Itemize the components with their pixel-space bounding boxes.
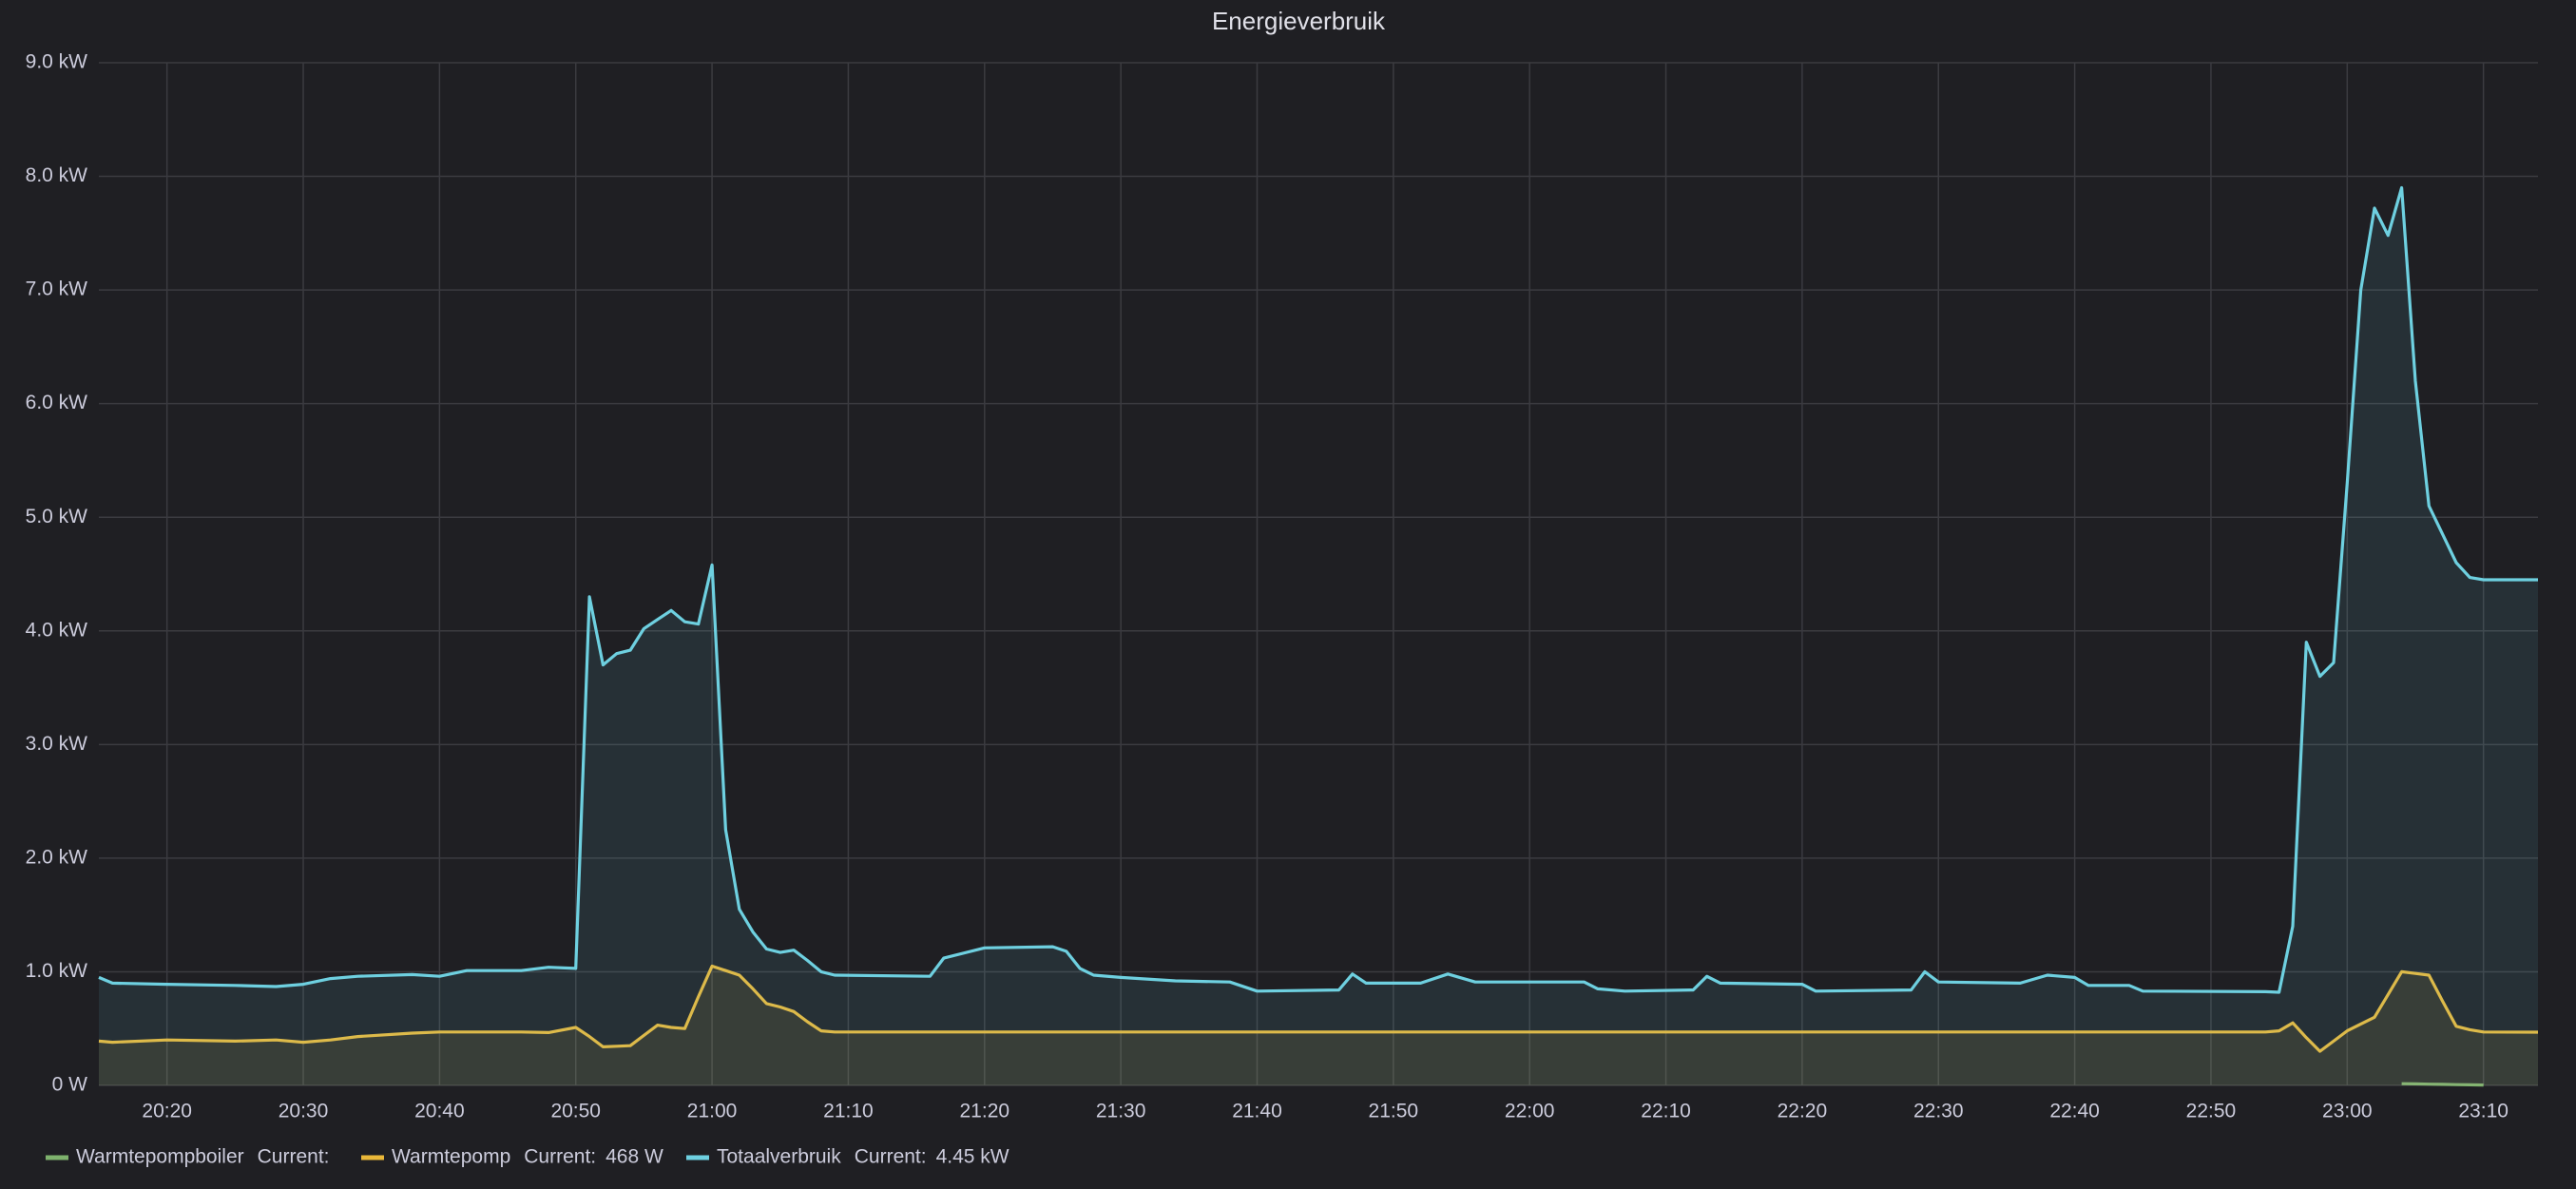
- x-tick-label: 20:40: [414, 1101, 465, 1122]
- y-tick-label: 7.0 kW: [26, 278, 88, 300]
- y-tick-label: 8.0 kW: [26, 164, 88, 186]
- chart-title: Energieverbruik: [1212, 7, 1386, 35]
- x-tick-label: 20:30: [279, 1101, 329, 1122]
- legend-current-value: 4.45 kW: [936, 1146, 1009, 1168]
- y-tick-label: 3.0 kW: [26, 733, 88, 755]
- legend-value-title: Current:: [524, 1146, 596, 1168]
- legend-label: Warmtepomp: [392, 1146, 510, 1168]
- y-tick-label: 9.0 kW: [26, 51, 88, 73]
- x-tick-label: 22:00: [1505, 1101, 1555, 1122]
- series-line: [98, 964, 2539, 1053]
- y-tick-label: 2.0 kW: [26, 846, 88, 868]
- x-tick-label: 21:10: [823, 1101, 874, 1122]
- x-tick-label: 22:50: [2186, 1101, 2237, 1122]
- x-tick-label: 22:40: [2049, 1101, 2100, 1122]
- y-tick-label: 1.0 kW: [26, 960, 88, 982]
- x-tick-label: 23:00: [2322, 1101, 2373, 1122]
- plot-area: [98, 185, 2539, 1087]
- area-fill: [99, 966, 2538, 1085]
- legend-label: Warmtepompboiler: [76, 1146, 244, 1168]
- x-tick-label: 22:10: [1641, 1101, 1691, 1122]
- y-tick-label: 5.0 kW: [26, 506, 88, 527]
- x-tick-label: 21:30: [1096, 1101, 1146, 1122]
- x-tick-label: 20:50: [550, 1101, 601, 1122]
- x-tick-label: 23:10: [2458, 1101, 2509, 1122]
- y-tick-label: 4.0 kW: [26, 619, 88, 641]
- x-tick-label: 21:20: [960, 1101, 1010, 1122]
- y-tick-label: 6.0 kW: [26, 392, 88, 413]
- x-tick-label: 21:40: [1232, 1101, 1282, 1122]
- series-line: [98, 185, 2538, 994]
- legend-value-title: Current:: [258, 1146, 330, 1168]
- legend: Warmtepompboiler Current: Warmtepomp Curren…: [46, 1146, 1009, 1168]
- y-tick-label: 0 W: [52, 1074, 88, 1096]
- area-fill: [99, 187, 2538, 1085]
- legend-value-title: Current:: [855, 1146, 927, 1168]
- x-tick-label: 22:30: [1913, 1101, 1964, 1122]
- x-tick-label: 21:50: [1369, 1101, 1419, 1122]
- x-tick-label: 21:00: [687, 1101, 738, 1122]
- x-tick-label: 20:20: [142, 1101, 192, 1122]
- axis-labels: 0 W 1.0 kW 2.0 kW 3.0 kW 4.0 kW 5.0 kW 6.0 kW 7…: [26, 51, 2509, 1122]
- legend-current-value: 468 W: [606, 1146, 663, 1168]
- legend-label: Totaalverbruik: [717, 1146, 841, 1168]
- x-tick-label: 22:20: [1778, 1101, 1828, 1122]
